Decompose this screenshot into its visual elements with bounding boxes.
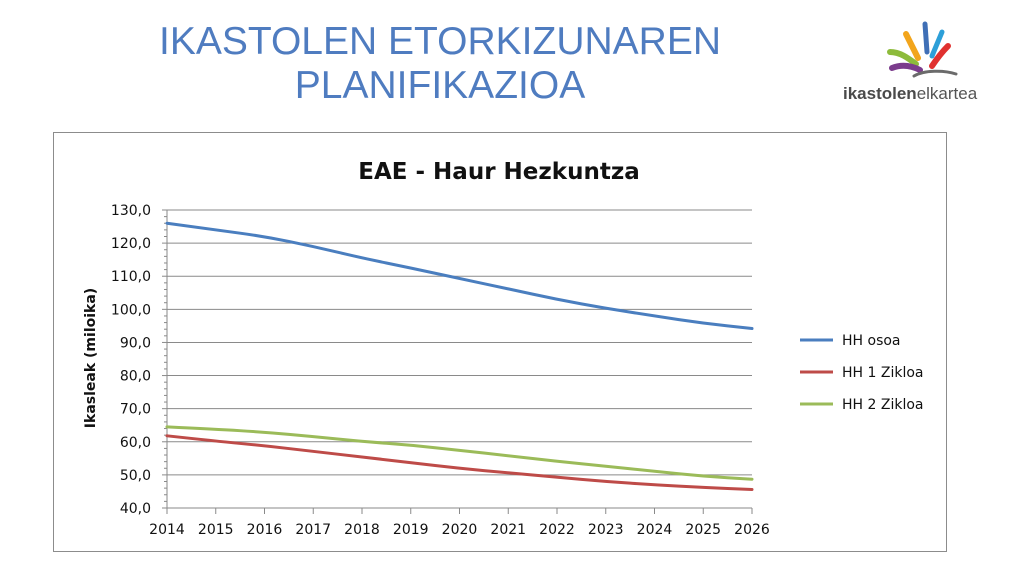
- x-tick-label: 2020: [442, 522, 478, 538]
- series-line-1: [165, 221, 754, 331]
- slide-title-line-1: IKASTOLEN ETORKIZUNAREN: [158, 20, 721, 63]
- y-tick-label: 70,0: [120, 402, 151, 418]
- x-tick-label: 2025: [685, 522, 721, 538]
- y-axis-label: Ikasleak (miloika): [83, 288, 99, 428]
- x-tick-label: 2024: [637, 522, 673, 538]
- y-tick-label: 40,0: [120, 501, 151, 517]
- x-tick-label: 2026: [734, 522, 770, 538]
- x-tick-label: 2016: [247, 522, 283, 538]
- y-tick-label: 80,0: [120, 369, 151, 385]
- y-tick-label: 50,0: [120, 468, 151, 484]
- x-tick-label: 2022: [539, 522, 575, 538]
- legend-label-2: HH 1 Zikloa: [842, 365, 923, 381]
- x-tick-label: 2015: [198, 522, 234, 538]
- legend-label-3: HH 2 Zikloa: [842, 397, 923, 413]
- y-tick-label: 90,0: [120, 335, 151, 351]
- logo-wordmark-regular: elkartea: [916, 84, 978, 103]
- y-tick-label: 130,0: [111, 203, 151, 219]
- x-tick-label: 2017: [295, 522, 331, 538]
- ikastolen-elkartea-logo: [887, 21, 958, 78]
- chart-title: EAE - Haur Hezkuntza: [358, 159, 639, 185]
- legend: HH osoa HH 1 Zikloa HH 2 Zikloa: [800, 333, 923, 413]
- x-tick-label: 2018: [344, 522, 380, 538]
- series-lines: [165, 221, 754, 491]
- series-line-2: [165, 434, 754, 491]
- y-tick-label: 60,0: [120, 435, 151, 451]
- y-tick-label: 100,0: [111, 302, 151, 318]
- slide-title: IKASTOLEN ETORKIZUNAREN PLANIFIKAZIOA: [100, 20, 780, 108]
- y-tick-label: 120,0: [111, 236, 151, 252]
- x-tick-label: 2019: [393, 522, 429, 538]
- x-tick-label: 2021: [490, 522, 526, 538]
- logo-wordmark: ikastolenelkartea: [843, 84, 977, 104]
- legend-label-1: HH osoa: [842, 333, 901, 349]
- y-tick-label: 110,0: [111, 269, 151, 285]
- grid: [167, 209, 752, 509]
- slide-title-line-2: PLANIFIKAZIOA: [294, 64, 586, 107]
- x-tick-label: 2023: [588, 522, 624, 538]
- series-line-3: [165, 425, 754, 481]
- logo-wordmark-bold: ikastolen: [843, 84, 917, 103]
- x-tick-label: 2014: [149, 522, 185, 538]
- axes: 40,0 50,0 60,0 70,0 80,0 90,0 100,0 110,0 120,0 1…: [111, 203, 770, 538]
